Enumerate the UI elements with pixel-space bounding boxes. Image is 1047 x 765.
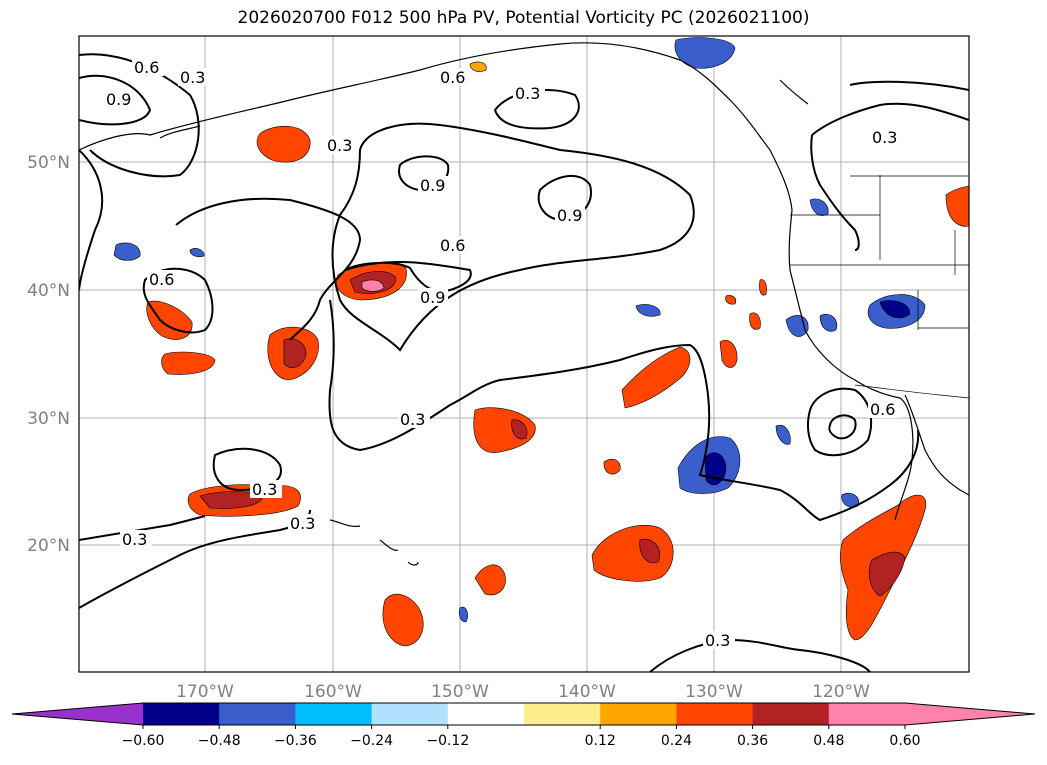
lat-label: 40°N	[27, 281, 70, 301]
contour-label: 0.3	[400, 410, 425, 429]
colorbar-tick-label: 0.36	[737, 733, 768, 749]
colorbar-bin	[219, 703, 296, 725]
colorbar-bin	[447, 703, 525, 725]
colorbar-bin	[143, 703, 220, 725]
colorbar-tick-label: 0.24	[661, 733, 692, 749]
lon-label: 130°W	[685, 682, 743, 702]
negative-pv-areas	[113, 37, 926, 623]
contour-label: 0.3	[180, 68, 205, 87]
lon-label: 120°W	[812, 682, 870, 702]
map-content: 0.6 0.3 0.9 0.6 0.3 0.3 0.9 0.9 0.3 0.6 …	[79, 36, 969, 672]
map-area	[79, 36, 969, 672]
contour-label: 0.3	[252, 480, 277, 499]
colorbar-tick-label: −0.36	[274, 733, 317, 749]
lon-label: 150°W	[431, 682, 489, 702]
colorbar-bin	[524, 703, 601, 725]
contour-label: 0.3	[290, 514, 315, 533]
map-frame	[78, 35, 970, 673]
lat-label: 30°N	[27, 409, 70, 429]
colorbar-tick-label: −0.48	[198, 733, 241, 749]
contour-label: 0.3	[515, 84, 540, 103]
colorbar-tick-label: −0.24	[350, 733, 393, 749]
contour-label: 0.9	[420, 176, 445, 195]
contour-label: 0.6	[440, 236, 465, 255]
lon-label: 170°W	[176, 682, 234, 702]
colorbar-tick-label: −0.60	[122, 733, 165, 749]
contour-label: 0.9	[420, 288, 445, 307]
contour-label: 0.6	[149, 270, 174, 289]
colorbar-bin	[828, 703, 906, 725]
colorbar-over-extension	[905, 703, 1035, 725]
pv-contours	[79, 53, 969, 672]
colorbar-tick-label: 0.60	[889, 733, 920, 749]
contour-label: 0.6	[440, 68, 465, 87]
positive-pv-areas	[146, 61, 969, 647]
colorbar-bin	[752, 703, 830, 725]
lat-label: 20°N	[27, 536, 70, 556]
lon-label: 140°W	[558, 682, 616, 702]
colorbar-bin	[676, 703, 754, 725]
contour-label: 0.3	[705, 631, 730, 650]
lat-label: 50°N	[27, 153, 70, 173]
colorbar-tick-label: −0.12	[426, 733, 469, 749]
state-borders	[790, 175, 969, 399]
contour-label: 0.3	[327, 136, 352, 155]
colorbar-tick-label: 0.48	[813, 733, 844, 749]
colorbar: −0.60 −0.48 −0.36 −0.24 −0.12 0.12 0.24 0.36 0.4…	[11, 702, 1036, 749]
contour-label: 0.6	[134, 58, 159, 77]
colorbar-tick-label: 0.12	[585, 733, 616, 749]
contour-label: 0.3	[872, 128, 897, 147]
contour-label: 0.6	[870, 400, 895, 419]
contour-labels: 0.6 0.3 0.9 0.6 0.3 0.3 0.9 0.9 0.3 0.6 …	[104, 58, 902, 650]
colorbar-bin	[600, 703, 677, 725]
colorbar-bin	[295, 703, 373, 725]
contour-label: 0.3	[122, 530, 147, 549]
colorbar-bin	[371, 703, 449, 725]
map-title: 2026020700 F012 500 hPa PV, Potential Vo…	[237, 8, 810, 28]
coastlines	[79, 42, 969, 566]
lon-label: 160°W	[304, 682, 362, 702]
colorbar-under-extension	[12, 703, 143, 725]
longitude-labels: 170°W 160°W 150°W 140°W 130°W 120°W	[176, 682, 870, 702]
latitude-labels: 50°N 40°N 30°N 20°N	[27, 153, 70, 556]
contour-label: 0.9	[557, 206, 582, 225]
contour-label: 0.9	[106, 90, 131, 109]
